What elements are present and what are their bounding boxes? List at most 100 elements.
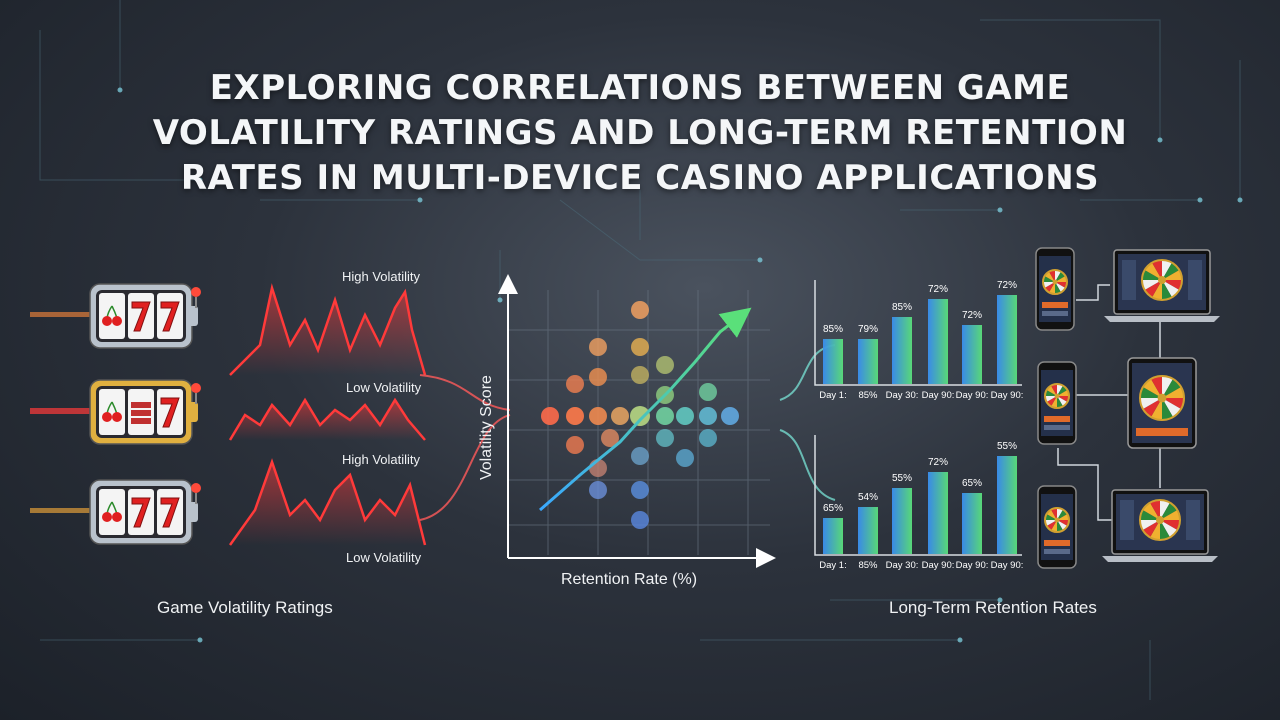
bar-value-label: 72% bbox=[928, 457, 948, 468]
trend-arrow bbox=[539, 307, 752, 512]
retention-bar bbox=[997, 295, 1017, 384]
bar-category-label: Day 1: bbox=[819, 560, 846, 571]
smartphone-icon bbox=[1037, 485, 1077, 569]
top-retention-chart: 85% Day 1: 79% 85% 85% Day 30: 72% Day 90: 72% Da… bbox=[814, 280, 1024, 401]
scatter-points bbox=[541, 301, 739, 529]
scatter-point bbox=[589, 407, 607, 425]
scatter-point bbox=[631, 447, 649, 465]
scatter-point bbox=[631, 511, 649, 529]
scatter-point bbox=[631, 481, 649, 499]
scatter-point bbox=[721, 407, 739, 425]
retention-bar bbox=[823, 518, 843, 554]
bar-category-label: Day 90: bbox=[956, 560, 989, 571]
bar-category-label: Day 30: bbox=[886, 390, 919, 401]
scatter-point bbox=[630, 406, 650, 426]
scatter-point bbox=[656, 407, 674, 425]
data-beams bbox=[200, 344, 1030, 521]
device-connectors bbox=[1057, 284, 1161, 521]
x-axis-label: Retention Rate (%) bbox=[561, 571, 698, 588]
bar-value-label: 54% bbox=[858, 492, 878, 503]
slot-reel bbox=[99, 389, 125, 435]
low-volatility-wave-1 bbox=[228, 397, 426, 441]
bar-value-label: 65% bbox=[823, 503, 843, 514]
game-volatility-section-label: Game Volatility Ratings bbox=[157, 598, 333, 617]
scatter-point bbox=[699, 429, 717, 447]
bar-value-label: 72% bbox=[928, 284, 948, 295]
slot-machine-icon bbox=[89, 479, 201, 545]
retention-bar bbox=[928, 472, 948, 554]
bar-category-label: Day 90: bbox=[991, 560, 1024, 571]
scatter-point bbox=[699, 383, 717, 401]
retention-bar bbox=[858, 507, 878, 554]
scatter-point bbox=[676, 407, 694, 425]
slot-reel bbox=[99, 489, 125, 535]
scatter-point bbox=[541, 407, 559, 425]
slot-glow-streaks bbox=[30, 312, 100, 513]
scatter-point bbox=[566, 407, 584, 425]
bar-category-label: Day 1: bbox=[819, 390, 846, 401]
page-title: EXPLORING CORRELATIONS BETWEEN GAME VOLA… bbox=[140, 66, 1140, 201]
scatter-point bbox=[631, 338, 649, 356]
top-chart-axes bbox=[814, 280, 1022, 386]
bar-category-label: Day 90: bbox=[922, 560, 955, 571]
bar-category-label: Day 30: bbox=[886, 560, 919, 571]
scatter-point bbox=[631, 366, 649, 384]
title-line-2: VOLATILITY RATINGS AND LONG-TERM RETENTI… bbox=[152, 113, 1128, 153]
bar-value-label: 72% bbox=[997, 280, 1017, 291]
cherry-icon bbox=[102, 401, 122, 422]
bar-value-label: 55% bbox=[997, 441, 1017, 452]
seven-icon bbox=[131, 497, 151, 528]
scatter-point bbox=[631, 301, 649, 319]
smartphone-icon bbox=[1035, 247, 1075, 331]
retention-bar bbox=[892, 488, 912, 554]
laptop-icon bbox=[1102, 489, 1218, 562]
bar-value-label: 85% bbox=[892, 302, 912, 313]
scatter-point bbox=[656, 429, 674, 447]
slot-machine-icon bbox=[89, 379, 201, 445]
low-volatility-label-1: Low Volatility bbox=[346, 380, 422, 395]
title-line-1: EXPLORING CORRELATIONS BETWEEN GAME bbox=[209, 68, 1071, 108]
high-volatility-label-2: High Volatility bbox=[342, 452, 421, 467]
bar-category-label: Day 90: bbox=[991, 390, 1024, 401]
retention-bar bbox=[892, 317, 912, 384]
bar-value-label: 85% bbox=[823, 324, 843, 335]
retention-bar bbox=[858, 339, 878, 384]
retention-bar bbox=[928, 299, 948, 384]
retention-bar bbox=[823, 339, 843, 384]
correlation-scatter-plot bbox=[498, 274, 776, 568]
scatter-point bbox=[589, 481, 607, 499]
bar-value-label: 65% bbox=[962, 478, 982, 489]
smartphone-icon bbox=[1037, 361, 1077, 445]
scatter-point bbox=[601, 429, 619, 447]
scatter-point bbox=[656, 356, 674, 374]
bottom-chart-axes bbox=[814, 435, 1022, 556]
high-volatility-wave-1 bbox=[229, 283, 427, 376]
bar-value-label: 72% bbox=[962, 310, 982, 321]
high-volatility-label-1: High Volatility bbox=[342, 269, 421, 284]
cherry-icon bbox=[102, 501, 122, 522]
seven-icon bbox=[160, 301, 180, 332]
seven-icon bbox=[160, 397, 180, 428]
scatter-point bbox=[611, 407, 629, 425]
laptop-icon bbox=[1104, 249, 1220, 322]
bottom-retention-chart: 65% Day 1: 54% 85% 55% Day 30: 72% Day 90: 65% Da… bbox=[814, 435, 1024, 571]
retention-bar bbox=[997, 456, 1017, 554]
scatter-point bbox=[566, 436, 584, 454]
bar-category-label: Day 90: bbox=[922, 390, 955, 401]
bar-category-label: 85% bbox=[858, 560, 878, 571]
cherry-icon bbox=[102, 305, 122, 326]
retention-bar bbox=[962, 493, 982, 554]
retention-section-label: Long-Term Retention Rates bbox=[889, 598, 1097, 617]
scatter-point bbox=[699, 407, 717, 425]
bar-category-label: 85% bbox=[858, 390, 878, 401]
bar-category-label: Day 90: bbox=[956, 390, 989, 401]
bar-value-label: 79% bbox=[858, 324, 878, 335]
high-volatility-wave-2 bbox=[228, 458, 427, 546]
seven-icon bbox=[160, 497, 180, 528]
scatter-point bbox=[589, 368, 607, 386]
slot-reel bbox=[99, 293, 125, 339]
bar-icon bbox=[131, 402, 151, 424]
